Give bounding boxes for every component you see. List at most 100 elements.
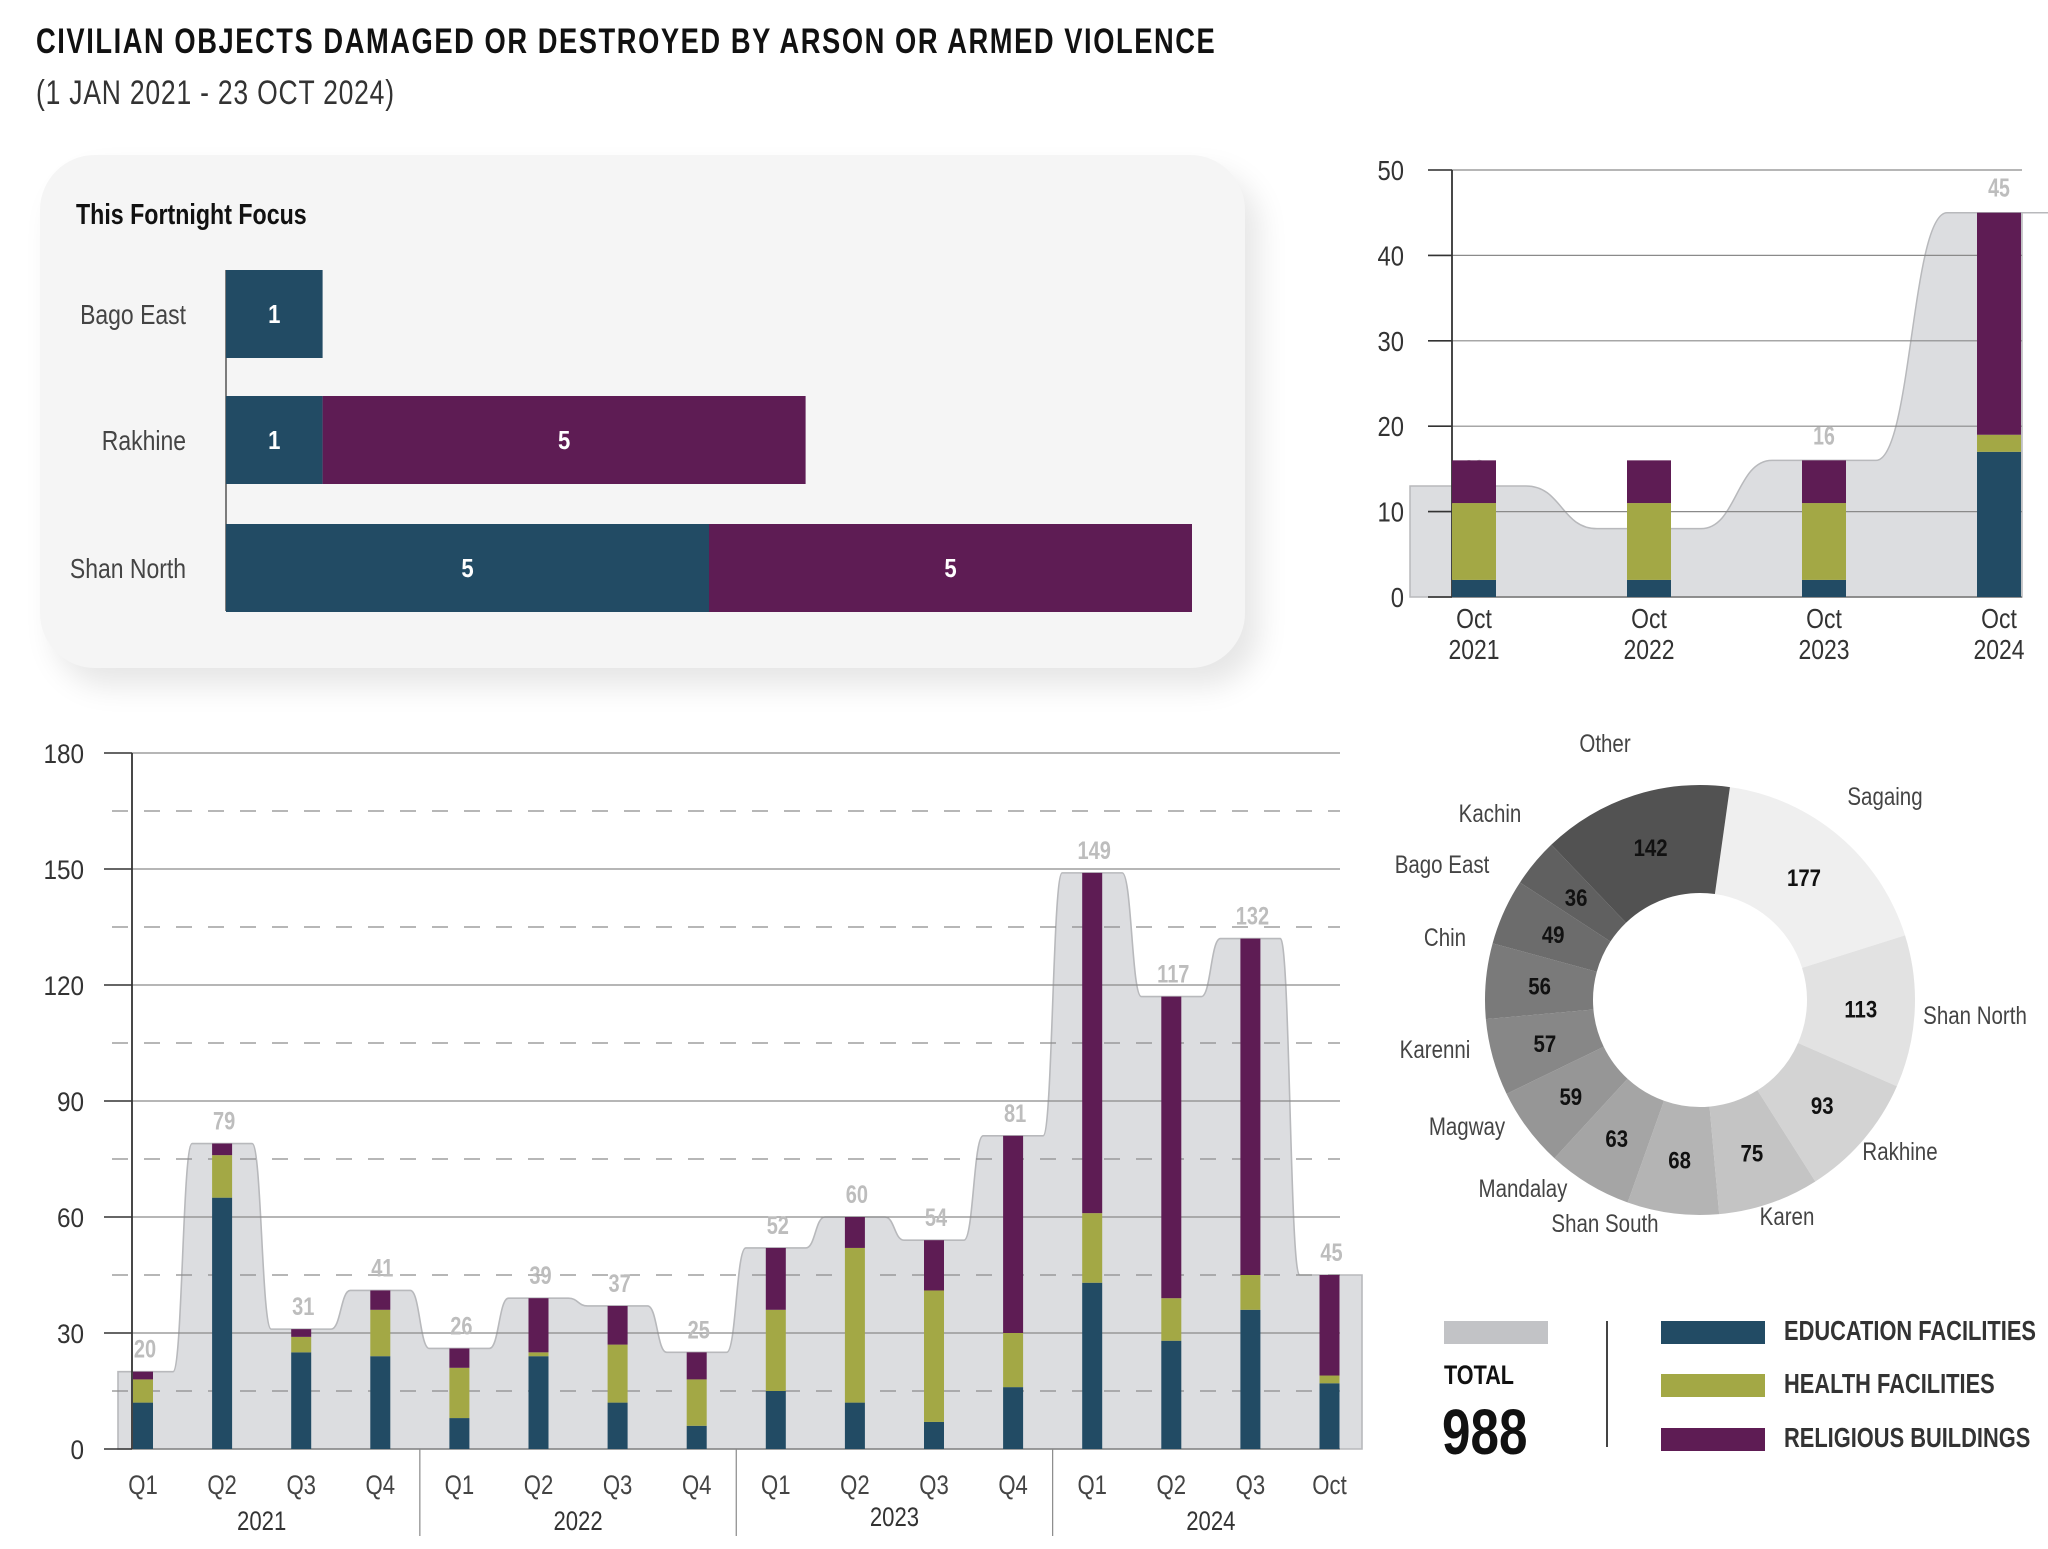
quarterly-y-tick-label: 150	[43, 856, 84, 885]
quarterly-total-label: 37	[608, 1270, 630, 1298]
oct-x-label-month: Oct	[1456, 604, 1492, 635]
quarterly-x-tick-label: Q3	[286, 1471, 316, 1501]
quarterly-bar-health	[1240, 1275, 1261, 1310]
quarterly-bar-religious	[607, 1305, 628, 1345]
donut-slice	[1485, 943, 1597, 1020]
quarterly-total-label: 117	[1157, 961, 1189, 989]
donut-slice-value: 142	[1634, 834, 1668, 861]
donut-slice-label: Karen	[1760, 1202, 1815, 1230]
quarterly-y-tick-label: 90	[57, 1088, 84, 1117]
page-subtitle: (1 JAN 2021 - 23 OCT 2024)	[36, 74, 395, 112]
quarterly-bar-health	[765, 1309, 786, 1391]
legend-swatch-religious	[1661, 1428, 1765, 1451]
quarterly-bar-health	[528, 1352, 549, 1357]
quarterly-x-tick-label: Q4	[366, 1471, 396, 1501]
legend-label-education: EDUCATION FACILITIES	[1784, 1315, 2036, 1346]
quarterly-bar-religious	[765, 1247, 786, 1310]
quarterly-total-label: 81	[1004, 1100, 1026, 1128]
donut-slice-label: Mandalay	[1479, 1174, 1568, 1202]
quarterly-total-label: 25	[688, 1316, 710, 1344]
oct-bar-health	[1802, 503, 1846, 580]
quarterly-bar-education	[1240, 1309, 1261, 1449]
quarterly-bar-health	[291, 1336, 312, 1353]
quarterly-bar-religious	[291, 1329, 312, 1337]
quarterly-bar-education	[686, 1425, 707, 1449]
donut-slice-value: 93	[1811, 1092, 1834, 1119]
donut-slice-label: Rakhine	[1862, 1137, 1937, 1165]
donut-slice-value: 177	[1787, 865, 1821, 892]
page-title: CIVILIAN OBJECTS DAMAGED OR DESTROYED BY…	[36, 22, 1217, 61]
donut-slice	[1492, 882, 1611, 972]
quarterly-bar-health	[212, 1155, 233, 1198]
oct-bar-health	[1977, 434, 2021, 452]
quarterly-x-tick-label: Q2	[1157, 1471, 1187, 1501]
donut-slice-label: Sagaing	[1847, 782, 1922, 810]
quarterly-total-area	[117, 872, 1363, 1450]
donut-slice-label: Bago East	[1395, 850, 1490, 878]
quarterly-total-label: 132	[1236, 903, 1269, 931]
quarterly-bar-education	[370, 1356, 391, 1449]
donut-slice	[1709, 1090, 1816, 1215]
quarterly-bar-religious	[449, 1348, 470, 1368]
oct-y-tick-label: 10	[1378, 496, 1404, 528]
quarterly-x-tick-label: Q1	[1077, 1471, 1107, 1501]
quarterly-bar-education	[607, 1402, 628, 1449]
quarterly-bar-religious	[1161, 996, 1182, 1299]
oct-bar-education	[1977, 451, 2021, 597]
oct-y-tick-label: 20	[1378, 410, 1404, 442]
quarterly-bar-health	[370, 1309, 391, 1357]
quarterly-bar-religious	[528, 1298, 549, 1353]
quarterly-total-label: 79	[213, 1107, 235, 1135]
quarterly-bar-religious	[370, 1290, 391, 1310]
legend-swatch-health	[1661, 1374, 1765, 1397]
donut-slice-value: 49	[1542, 921, 1565, 948]
legend-divider	[1606, 1321, 1608, 1447]
quarterly-bar-religious	[1240, 938, 1261, 1275]
quarterly-bar-education	[1082, 1282, 1103, 1449]
quarterly-x-tick-label: Oct	[1312, 1471, 1347, 1501]
oct-bar-religious	[1452, 460, 1496, 504]
quarterly-y-tick-label: 30	[57, 1320, 84, 1349]
quarterly-bar-education	[924, 1421, 944, 1449]
donut-slice	[1485, 1009, 1604, 1094]
oct-y-tick-label: 50	[1378, 154, 1404, 186]
quarterly-total-label: 52	[767, 1212, 789, 1240]
quarterly-bar-religious	[924, 1240, 944, 1291]
quarterly-bar-religious	[212, 1143, 233, 1156]
quarterly-total-label: 60	[846, 1181, 868, 1209]
oct-y-tick-label: 40	[1378, 240, 1404, 272]
quarterly-x-tick-label: Q3	[1236, 1471, 1266, 1501]
quarterly-bar-health	[1003, 1333, 1024, 1388]
donut-slice	[1757, 1042, 1897, 1182]
oct-bar-religious	[1802, 460, 1846, 504]
quarterly-bar-education	[1319, 1383, 1340, 1449]
quarterly-bar-education	[528, 1356, 549, 1449]
quarterly-bar-religious	[1003, 1135, 1024, 1333]
legend-swatch-education	[1661, 1321, 1765, 1344]
donut-slice-value: 75	[1740, 1140, 1763, 1167]
quarterly-total-label: 45	[1320, 1239, 1342, 1267]
quarterly-bar-education	[844, 1402, 865, 1449]
quarterly-bar-education	[133, 1402, 153, 1449]
oct-total-area	[1409, 211, 2048, 598]
quarterly-total-label: 26	[450, 1312, 472, 1340]
quarterly-bar-health	[1319, 1375, 1340, 1384]
fortnight-focus-card: This Fortnight Focus	[40, 155, 1245, 668]
quarterly-bar-health	[924, 1290, 944, 1422]
quarterly-bar-religious	[1319, 1275, 1340, 1376]
quarterly-bar-health	[844, 1247, 865, 1403]
quarterly-total-label: 31	[292, 1293, 314, 1321]
quarterly-bar-education	[212, 1197, 233, 1449]
oct-y-tick-label: 30	[1378, 325, 1404, 357]
quarterly-y-tick-label: 180	[43, 740, 84, 769]
quarterly-x-tick-label: Q4	[682, 1471, 712, 1501]
quarterly-year-label: 2024	[1186, 1507, 1235, 1537]
donut-slice	[1627, 1100, 1720, 1216]
oct-bar-religious	[1627, 460, 1671, 504]
oct-y-tick-label: 0	[1391, 581, 1404, 613]
total-value: 988	[1442, 1396, 1528, 1468]
legend-swatch-total	[1444, 1321, 1548, 1344]
quarterly-total-label: 39	[529, 1262, 551, 1290]
quarterly-y-tick-label: 120	[43, 972, 84, 1001]
oct-total-label: 45	[1988, 173, 2010, 202]
